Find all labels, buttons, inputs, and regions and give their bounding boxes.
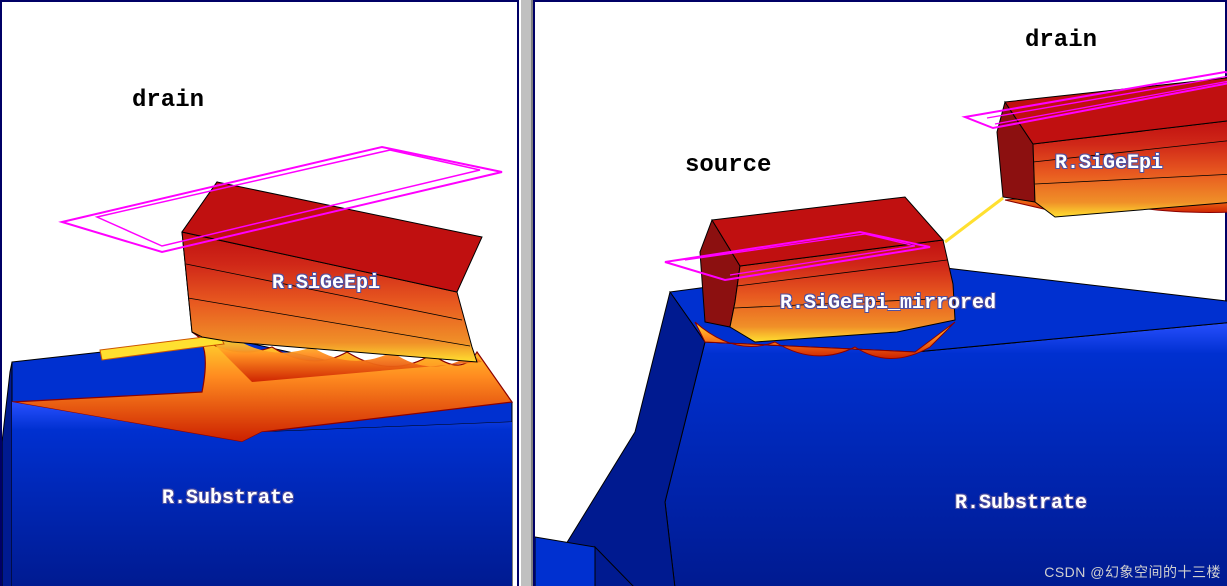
label-epi-mirrored: R.SiGeEpi_mirrored xyxy=(780,292,996,315)
label-substrate-left: R.Substrate xyxy=(162,487,294,510)
header-source: source xyxy=(685,152,771,179)
label-epi-left: R.SiGeEpi xyxy=(272,272,380,295)
label-epi-right: R.SiGeEpi xyxy=(1055,152,1163,175)
panel-divider[interactable] xyxy=(519,0,533,586)
header-drain-left: drain xyxy=(132,87,204,114)
left-viewport[interactable]: drain R.SiGeEpi R.Substrate xyxy=(0,0,519,586)
label-substrate-right: R.Substrate xyxy=(955,492,1087,515)
header-drain-right: drain xyxy=(1025,27,1097,54)
substrate-front-r xyxy=(665,322,1227,586)
watermark: CSDN @幻象空间的十三楼 xyxy=(1044,562,1221,582)
substrate-side xyxy=(2,362,12,586)
figure-container: drain R.SiGeEpi R.Substrate xyxy=(0,0,1227,586)
right-viewport[interactable]: source drain R.SiGeEpi_mirrored R.SiGeEp… xyxy=(533,0,1227,586)
